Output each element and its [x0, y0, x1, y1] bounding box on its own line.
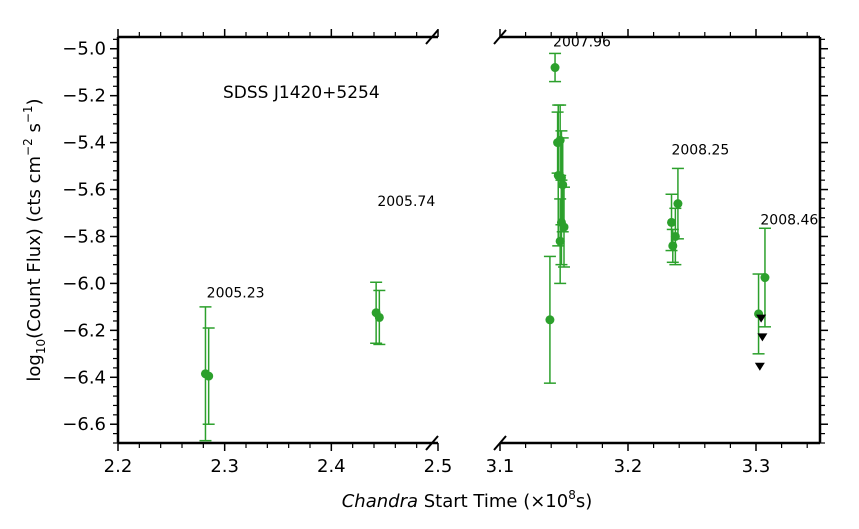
x-tick-label: 2.2: [104, 456, 133, 477]
x-tick-label: 2.5: [424, 456, 453, 477]
y-tick-label: −6.4: [62, 367, 106, 388]
data-point: [374, 312, 384, 322]
object-name-annotation: SDSS J1420+5254: [223, 83, 380, 103]
epoch-label: 2005.23: [207, 285, 265, 301]
data-point: [673, 199, 683, 209]
y-axis-label: log10(Count Flux) (cts cm−2 s−1): [21, 98, 48, 381]
data-point: [760, 273, 770, 283]
axis-ticks: [110, 29, 828, 451]
epoch-label: 2007.96: [553, 34, 611, 50]
y-tick-label: −6.6: [62, 414, 106, 435]
data-point: [559, 222, 569, 232]
epoch-label: 2008.25: [671, 142, 729, 158]
y-tick-label: −5.4: [62, 133, 106, 154]
axis-break-mark-1-bottom: [425, 435, 439, 451]
data-marks: [199, 52, 771, 442]
y-tick-label: −5.2: [62, 86, 106, 107]
upper-limit-marker: [756, 314, 767, 323]
epoch-label: 2008.46: [760, 213, 818, 229]
data-point: [558, 180, 568, 190]
data-point: [667, 217, 677, 227]
y-tick-label: −6.2: [62, 320, 106, 341]
text-labels: SDSS J1420+5254 log10(Count Flux) (cts c…: [21, 34, 818, 512]
upper-limit-marker: [754, 362, 765, 371]
y-tick-label: −5.0: [62, 39, 106, 60]
x-tick-label: 3.1: [486, 456, 515, 477]
axis-break-mark-1-top: [425, 29, 439, 45]
epoch-label: 2005.74: [377, 194, 435, 210]
data-point: [204, 371, 214, 381]
x-tick-label: 2.3: [210, 456, 239, 477]
x-tick-label: 3.3: [742, 456, 771, 477]
y-tick-label: −5.8: [62, 226, 106, 247]
x-tick-label: 3.2: [614, 456, 643, 477]
x-tick-label: 2.4: [317, 456, 346, 477]
y-tick-label: −5.6: [62, 180, 106, 201]
data-point: [550, 63, 560, 73]
y-tick-label: −6.0: [62, 273, 106, 294]
x-axis-label: Chandra Start Time (×108s): [342, 488, 593, 512]
data-point: [555, 236, 565, 246]
data-point: [545, 315, 555, 325]
upper-limit-marker: [757, 333, 768, 342]
